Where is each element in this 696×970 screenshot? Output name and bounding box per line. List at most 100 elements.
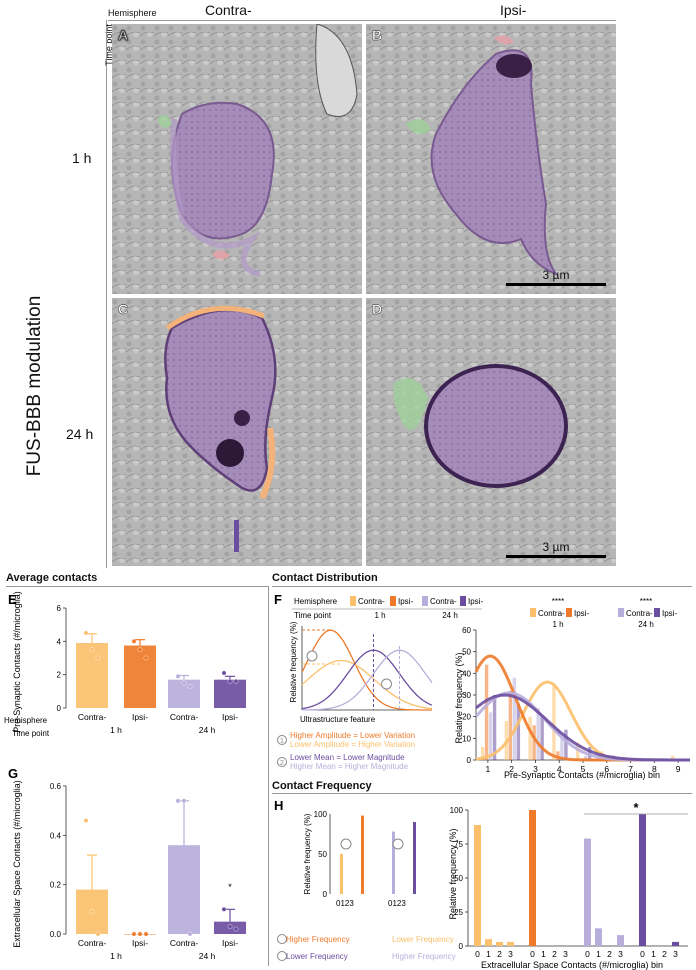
h-schem-marker-2 [392,838,404,850]
data-point [143,655,149,661]
time-label-24h: 24 h [199,951,216,961]
h-y-tick-label: 25 [454,908,463,917]
h-x-tick-label: 2 [497,949,502,959]
h-x-tick-label: 3 [673,949,678,959]
micrograph-panel-c: C [112,298,362,566]
h-bar [496,941,503,946]
data-point [187,931,193,937]
panel-letter-d: D [372,301,382,317]
chart-e: E Pre-Synaptic Contacts (#/microglia) 0 2… [4,591,246,738]
f-x-tick-label: 2 [509,764,514,774]
legend-label: Ipsi- [468,597,483,606]
bar [214,679,246,708]
h-x-tick-label: 3 [563,949,568,959]
section-divider [268,586,269,966]
time-label-24h: 24 h [199,725,216,735]
h-x-tick-label: 3 [618,949,623,959]
f-bar [516,703,521,760]
row-label-1h: 1 h [72,150,92,166]
f-bar [564,729,568,760]
data-point [143,931,149,937]
data-point [137,647,143,653]
h-schem-bar [361,815,364,894]
h-x-tick-label: 0 [585,949,590,959]
data-point [181,680,187,686]
h-schem-bar [340,854,343,894]
f-bar [532,725,536,760]
panel-letter-b: B [372,27,382,43]
f-bar [536,708,540,760]
f-bar [480,747,485,760]
h-bar [595,928,602,946]
chart-g: G Extracellular Space Contacts (#/microg… [8,766,246,961]
y-tick-label: 0 [57,704,62,713]
scale-bar-bottom: 3 µm [506,540,606,558]
legend-time-1h: 1 h [374,611,385,620]
f-x-tick-label: 5 [581,764,586,774]
scale-bar-top: 3 µm [506,268,606,286]
data-point [221,906,227,912]
f-xlabel: Pre-Synaptic Contacts (#/microglia) bin [504,770,660,780]
h-bar [485,939,492,946]
figure-side-title: FUS-BBB modulation [24,295,45,477]
h-x-tick-label: 0 [530,949,535,959]
f-bar [576,742,580,760]
f-y-tick-label: 20 [462,713,471,722]
f-note-2a: Lower Mean = Lower Magnitude [290,753,405,762]
f-note-1b: Lower Amplitude = Higher Variation [290,740,415,749]
f-y-tick-label: 40 [462,669,471,678]
f-legend-label: Ipsi- [574,609,589,618]
panel-letter-g: G [8,766,18,781]
bar [76,643,108,708]
scale-bar-label: 3 µm [542,268,570,282]
section-rule-average [6,586,268,587]
f-note-marker-1 [277,735,287,745]
f-fit-curve [474,654,690,762]
x-tick-label: Ipsi- [132,712,148,722]
data-point [95,655,101,661]
f-bar [584,755,588,760]
data-point [175,673,181,679]
data-point [89,647,95,653]
h-note-1a: Higher Frequency [286,935,350,944]
f-fit-curve [474,691,690,762]
x-tick-label: Contra- [78,712,107,722]
schematic-curve [301,629,432,711]
h-note-2b: Higher Frequency [392,952,456,961]
x-tick-label: Ipsi- [132,938,148,948]
data-point [83,818,89,823]
section-title-distribution: Contact Distribution [272,572,378,584]
f-schematic-ylabel: Relative frequency (%) [289,621,298,702]
f-y-tick-label: 10 [462,734,471,743]
h-note-1b: Lower Frequency [392,935,454,944]
x-tick-label: Ipsi- [222,712,238,722]
time-label-1h: 1 h [110,725,122,735]
f-x-tick-label: 9 [676,764,681,774]
f-note-marker-2-label: 2 [280,760,284,767]
column-header-contra: Contra- [205,2,252,18]
f-bar [508,690,513,760]
h-note-2a: Lower Frequency [286,952,348,961]
h-x-tick-label: 2 [662,949,667,959]
schematic-curve [301,659,433,710]
f-legend-swatch [654,608,660,617]
h-schem-y-tick-label: 0 [323,890,328,899]
column-header-ipsi: Ipsi- [500,2,527,18]
y-tick-label: 6 [57,604,62,613]
legend-label: Contra- [358,597,385,606]
data-point [181,798,187,804]
data-point [137,931,143,937]
h-bar [474,824,481,946]
schematic-curve [301,649,433,710]
f-legend-timepoint: Time point [294,611,332,620]
micrograph-panel-d: D 3 µm [366,298,616,566]
x-tick-label: Contra- [170,712,199,722]
h-x-tick-label: 2 [552,949,557,959]
time-label-1h: 1 h [110,951,122,961]
f-legend-swatch [566,608,572,617]
f-note-marker-1-label: 1 [280,738,284,745]
h-bar [617,935,624,946]
f-legend-time: 1 h [552,620,563,629]
f-bar [540,716,544,760]
